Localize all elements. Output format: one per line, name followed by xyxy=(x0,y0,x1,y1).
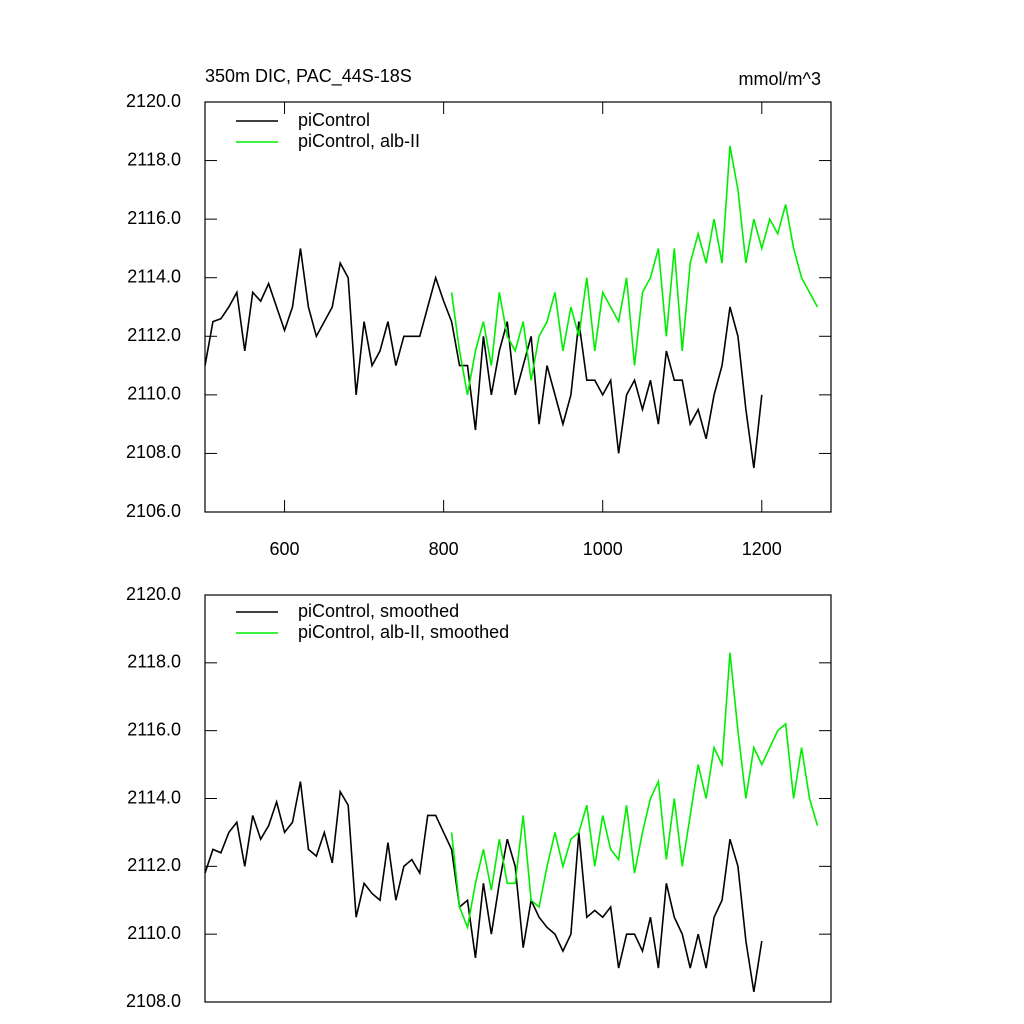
y-tick-label: 2120.0 xyxy=(126,584,181,604)
y-tick-label: 2106.0 xyxy=(126,501,181,521)
y-tick-label: 2112.0 xyxy=(127,855,181,875)
y-tick-label: 2112.0 xyxy=(127,325,181,345)
plot-frame xyxy=(204,101,832,513)
legend-label: piControl, smoothed xyxy=(298,601,459,621)
x-tick-label: 1000 xyxy=(583,539,623,559)
legend-label: piControl, alb-II xyxy=(298,131,420,151)
plot-frame xyxy=(204,594,832,1003)
data-line xyxy=(450,652,819,931)
chart-title: 350m DIC, PAC_44S-18S xyxy=(205,66,412,87)
y-tick-label: 2108.0 xyxy=(126,442,181,462)
y-tick-label: 2116.0 xyxy=(127,208,181,228)
y-tick-label: 2110.0 xyxy=(127,384,181,404)
y-tick-label: 2108.0 xyxy=(126,991,181,1011)
x-tick-label: 1200 xyxy=(742,539,782,559)
x-tick-label: 800 xyxy=(429,539,459,559)
y-tick-label: 2114.0 xyxy=(127,787,181,807)
units-label: mmol/m^3 xyxy=(739,69,821,89)
y-tick-label: 2110.0 xyxy=(127,923,181,943)
y-tick-label: 2116.0 xyxy=(127,719,181,739)
data-line xyxy=(450,145,819,396)
data-line xyxy=(204,781,763,992)
y-tick-label: 2118.0 xyxy=(127,149,181,169)
x-tick-label: 600 xyxy=(270,539,300,559)
y-tick-label: 2114.0 xyxy=(127,266,181,286)
legend-label: piControl xyxy=(298,110,370,130)
y-tick-label: 2118.0 xyxy=(127,652,181,672)
y-tick-label: 2120.0 xyxy=(126,91,181,111)
data-line xyxy=(204,248,763,469)
legend-label: piControl, alb-II, smoothed xyxy=(298,622,509,642)
